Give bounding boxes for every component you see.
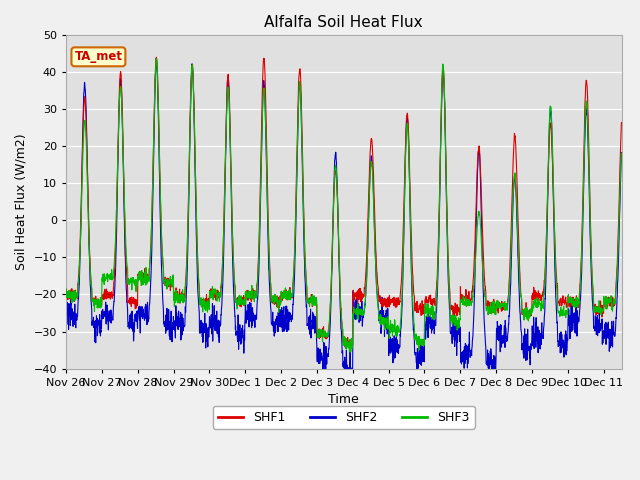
SHF2 bbox=[599, 329, 607, 335]
SHF1 bbox=[410, 293, 418, 299]
SHF1 bbox=[532, 293, 540, 299]
SHF1 bbox=[62, 287, 70, 292]
SHF3 bbox=[410, 322, 418, 328]
Title: Alfalfa Soil Heat Flux: Alfalfa Soil Heat Flux bbox=[264, 15, 423, 30]
Line: SHF3: SHF3 bbox=[66, 59, 621, 352]
SHF2 bbox=[410, 337, 418, 343]
SHF3 bbox=[618, 151, 625, 156]
Line: SHF2: SHF2 bbox=[66, 58, 621, 385]
SHF1 bbox=[152, 54, 160, 60]
SHF1 bbox=[95, 300, 102, 306]
Text: TA_met: TA_met bbox=[74, 50, 122, 63]
X-axis label: Time: Time bbox=[328, 393, 359, 406]
SHF2 bbox=[152, 55, 160, 60]
SHF3 bbox=[347, 349, 355, 355]
SHF2 bbox=[348, 383, 356, 388]
SHF3 bbox=[428, 304, 435, 310]
SHF1 bbox=[618, 120, 625, 125]
SHF3 bbox=[152, 56, 160, 61]
SHF1 bbox=[348, 340, 355, 346]
Y-axis label: Soil Heat Flux (W/m2): Soil Heat Flux (W/m2) bbox=[15, 133, 28, 270]
SHF1 bbox=[428, 301, 435, 307]
SHF3 bbox=[348, 342, 355, 348]
SHF2 bbox=[428, 318, 435, 324]
SHF2 bbox=[618, 150, 625, 156]
SHF2 bbox=[532, 325, 540, 331]
Line: SHF1: SHF1 bbox=[66, 57, 621, 348]
SHF2 bbox=[95, 317, 102, 323]
SHF3 bbox=[62, 286, 70, 292]
SHF3 bbox=[95, 299, 102, 305]
SHF3 bbox=[599, 308, 607, 314]
SHF1 bbox=[344, 345, 352, 351]
SHF2 bbox=[62, 297, 70, 303]
SHF3 bbox=[532, 301, 540, 307]
Legend: SHF1, SHF2, SHF3: SHF1, SHF2, SHF3 bbox=[212, 406, 475, 429]
SHF1 bbox=[599, 306, 607, 312]
SHF2 bbox=[348, 368, 355, 373]
